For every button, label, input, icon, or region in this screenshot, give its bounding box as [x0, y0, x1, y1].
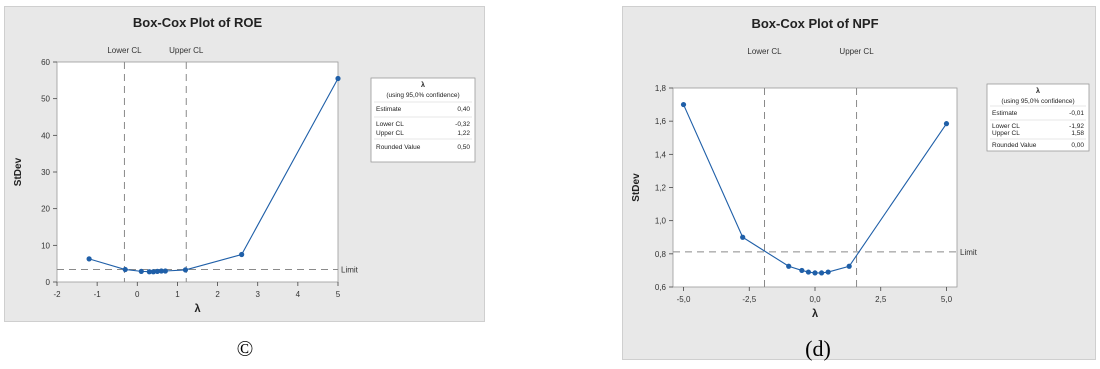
data-point [335, 75, 341, 82]
x-tick-label: 4 [296, 290, 301, 299]
legend-subtitle: (using 95,0% confidence) [1001, 98, 1074, 105]
legend-row-label: Estimate [376, 106, 402, 113]
lower-cl-label: Lower CL [107, 46, 142, 55]
data-point [146, 269, 152, 275]
plot-area [672, 87, 958, 288]
lambda-legend-box [370, 77, 476, 163]
data-point [150, 269, 156, 275]
legend-row-value: 0,00 [1071, 142, 1084, 149]
x-tick-label: -2,5 [742, 295, 756, 304]
legend-title: λ [1036, 87, 1040, 95]
y-tick-label: 40 [41, 131, 50, 140]
data-point [154, 268, 160, 274]
legend-row-label: Upper CL [376, 130, 404, 137]
x-axis-label: λ [812, 308, 818, 320]
data-point [825, 269, 831, 275]
data-point [158, 268, 164, 274]
data-point [122, 266, 128, 273]
roe-chart: Box-Cox Plot of ROE-2 -1 0 1 2 3 4 501020304050… [13, 15, 476, 315]
npf-chart: Box-Cox Plot of NPF -5,0 -2,5 0,0 2,5 5,0 0,6 0… [631, 16, 1090, 320]
legend-row-label: Upper CL [992, 130, 1020, 137]
npf-chart-panel: Box-Cox Plot of NPF -5,0 -2,5 0,0 2,5 5,0 0,6 0… [622, 6, 1096, 360]
lambda-legend-box [986, 83, 1090, 152]
data-point [86, 256, 92, 262]
y-tick-label: 20 [41, 205, 50, 214]
legend-row-label: Rounded Value [376, 144, 421, 151]
upper-cl-label: Upper CL [169, 46, 204, 55]
roe-chart-caption: © [236, 336, 254, 361]
data-point [138, 268, 144, 274]
data-point [680, 101, 687, 108]
legend-row-label: Lower CL [992, 123, 1020, 130]
x-tick-label: 5,0 [941, 295, 953, 304]
y-axis-label: StDev [631, 173, 642, 202]
data-point [740, 234, 746, 240]
limit-label: Limit [960, 248, 978, 257]
x-tick-label: -1 [94, 290, 102, 299]
x-tick-label: 2,5 [875, 295, 887, 304]
y-tick-label: 1,2 [655, 184, 667, 193]
legend-row-label: Rounded Value [992, 142, 1037, 149]
y-tick-label: 1,6 [655, 117, 667, 126]
legend-row-value: 0,40 [457, 106, 470, 113]
data-point [162, 268, 168, 274]
y-axis-label: StDev [13, 157, 24, 186]
legend-row-value: -0,01 [1069, 110, 1084, 117]
data-point [182, 267, 189, 273]
x-tick-label: -5,0 [677, 295, 691, 304]
y-tick-label: 10 [41, 241, 50, 250]
data-point [786, 263, 792, 269]
y-tick-label: 0,8 [655, 250, 667, 259]
x-tick-label: 0 [135, 290, 140, 299]
x-tick-label: 5 [336, 290, 341, 299]
y-tick-label: 1,8 [655, 84, 667, 93]
legend-row-value: 0,50 [457, 144, 470, 151]
y-tick-label: 1,0 [655, 217, 667, 226]
y-tick-label: 0,6 [655, 283, 667, 292]
upper-cl-label: Upper CL [839, 47, 874, 56]
legend-row-value: -1,92 [1069, 123, 1084, 130]
limit-label: Limit [341, 266, 359, 275]
legend-row-value: 1,58 [1071, 130, 1084, 137]
legend-subtitle: (using 95,0% confidence) [386, 92, 459, 99]
x-axis-label: λ [194, 303, 200, 315]
legend-row-label: Estimate [992, 110, 1018, 117]
lower-cl-label: Lower CL [747, 47, 782, 56]
legend-row-value: 1,22 [457, 130, 470, 137]
data-point [846, 263, 852, 269]
y-tick-label: 60 [41, 58, 50, 67]
legend-title: λ [421, 81, 425, 89]
data-point [943, 121, 950, 127]
data-point [812, 270, 818, 276]
x-tick-label: 0,0 [809, 295, 821, 304]
x-tick-label: -2 [53, 290, 61, 299]
y-tick-label: 50 [41, 95, 50, 104]
data-point [799, 267, 805, 274]
plot-area [56, 61, 339, 283]
data-point [818, 270, 825, 276]
x-tick-label: 2 [215, 290, 220, 299]
y-tick-label: 1,4 [655, 150, 667, 159]
series-line [683, 104, 947, 274]
npf-chart-caption: (d) [805, 336, 831, 361]
y-tick-label: 0 [46, 278, 51, 287]
legend-row-value: -0,32 [455, 121, 470, 128]
chart-title: Box-Cox Plot of NPF [751, 16, 878, 31]
y-tick-label: 30 [41, 168, 50, 177]
x-tick-label: 3 [255, 290, 260, 299]
roe-chart-panel: Box-Cox Plot of ROE -2 -1 0 1 2 3 4 5 0 10 20 30 40 50… [4, 6, 485, 322]
chart-title: Box-Cox Plot of ROE [133, 15, 263, 30]
x-tick-label: 1 [175, 290, 180, 299]
data-point [239, 251, 245, 258]
data-point [805, 269, 812, 275]
legend-row-label: Lower CL [376, 121, 404, 128]
